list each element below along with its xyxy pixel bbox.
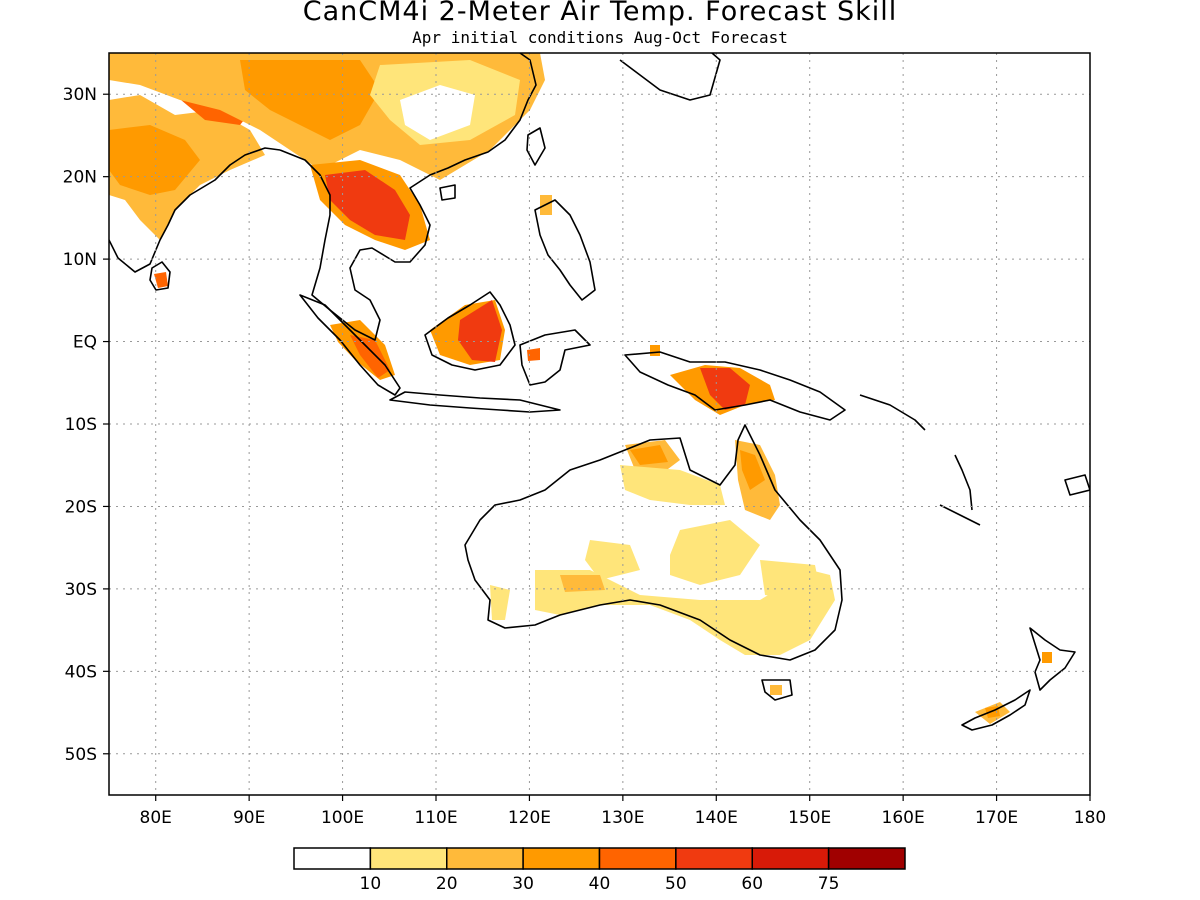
y-tick-label: 40S	[65, 662, 97, 682]
shade-aus-south	[535, 570, 835, 655]
y-tick-label: 50S	[65, 745, 97, 765]
x-tick-label: 140E	[695, 808, 738, 828]
map-title: CanCM4i 2-Meter Air Temp. Forecast Skill	[302, 0, 898, 27]
legend-swatch	[827, 847, 906, 870]
shade-china-white	[400, 85, 475, 140]
coast-philippines	[534, 199, 596, 301]
shade-aus-east	[670, 520, 760, 585]
legend-swatch	[369, 847, 448, 870]
coast-nz-north	[1029, 627, 1076, 691]
x-axis: 80E 90E 100E 110E 120E 130E 140E 150E 160E 170E 18…	[140, 795, 1106, 828]
coast-india	[109, 147, 281, 273]
coast-solomons	[859, 394, 926, 431]
shade-aus-sw	[490, 585, 510, 620]
legend-swatch	[293, 847, 372, 870]
legend-swatch	[751, 847, 830, 870]
shade-halmahera	[650, 345, 660, 356]
y-tick-label: 10N	[63, 250, 97, 270]
shade-sri-lanka	[154, 272, 168, 288]
y-tick-label: 30S	[65, 580, 97, 600]
y-tick-label: 30N	[63, 85, 97, 105]
coast-australia	[464, 424, 843, 661]
skill-shading	[109, 53, 1052, 724]
shade-new-guinea-red	[700, 368, 750, 410]
shade-aus-south-mid	[560, 575, 605, 592]
coast-taiwan	[526, 127, 546, 166]
x-tick-label: 180	[1074, 808, 1106, 828]
shade-indochina-red	[325, 170, 410, 240]
y-tick-label: EQ	[73, 333, 97, 353]
coast-java	[389, 391, 561, 413]
y-axis: 30N 20N 10N EQ 10S 20S 30S 40S 50S	[63, 85, 109, 765]
x-tick-label: 150E	[788, 808, 831, 828]
coast-new-caledonia	[939, 504, 981, 526]
legend-swatch	[522, 847, 601, 870]
shade-tasmania	[770, 685, 782, 695]
x-tick-label: 120E	[508, 808, 551, 828]
x-tick-label: 100E	[321, 808, 364, 828]
map-subtitle: Apr initial conditions Aug-Oct Forecast	[412, 28, 788, 47]
shade-china-orange	[240, 60, 380, 140]
shade-sumatra-red	[350, 335, 390, 378]
legend-label: 50	[665, 874, 687, 894]
coast-fiji	[1064, 474, 1090, 496]
x-tick-label: 170E	[975, 808, 1018, 828]
x-tick-label: 80E	[140, 808, 172, 828]
x-tick-label: 110E	[414, 808, 457, 828]
coast-sumatra	[299, 294, 401, 396]
coast-tasmania	[761, 679, 793, 701]
shade-nz-north	[1042, 652, 1052, 663]
legend-label: 20	[436, 874, 458, 894]
map-grid	[109, 53, 1090, 795]
shade-aus-se	[760, 560, 820, 600]
shade-aus-north-light	[620, 465, 725, 505]
legend-label: 60	[741, 874, 763, 894]
x-tick-label: 160E	[882, 808, 925, 828]
coast-japan	[619, 53, 721, 101]
legend-label: 75	[818, 874, 840, 894]
legend-label: 10	[360, 874, 382, 894]
shade-sulawesi	[527, 348, 540, 361]
y-tick-label: 20S	[65, 497, 97, 517]
shade-aus-central	[585, 540, 640, 580]
coast-indochina	[279, 53, 537, 341]
legend-label: 30	[512, 874, 534, 894]
legend-swatch	[675, 847, 753, 870]
x-tick-label: 130E	[601, 808, 644, 828]
x-tick-label: 90E	[233, 808, 265, 828]
legend-swatch	[598, 847, 677, 870]
coast-hainan	[439, 184, 456, 201]
coast-new-guinea	[624, 351, 846, 421]
coast-sri-lanka	[149, 261, 171, 291]
legend-label: 40	[589, 874, 611, 894]
coast-vanuatu	[954, 454, 973, 511]
shade-borneo-red	[458, 300, 502, 362]
coast-nz-south	[961, 689, 1031, 731]
color-legend: 10 20 30 40 50 60 75	[293, 847, 906, 894]
legend-swatch	[446, 847, 524, 870]
y-tick-label: 10S	[65, 415, 97, 435]
shade-aus-north-orange	[630, 445, 668, 465]
shade-north-india	[109, 125, 200, 195]
shade-aus-cape-orange	[740, 450, 765, 490]
coastlines	[109, 53, 1090, 731]
y-tick-label: 20N	[63, 168, 97, 188]
coast-sulawesi	[519, 329, 591, 386]
coast-borneo	[424, 291, 516, 371]
